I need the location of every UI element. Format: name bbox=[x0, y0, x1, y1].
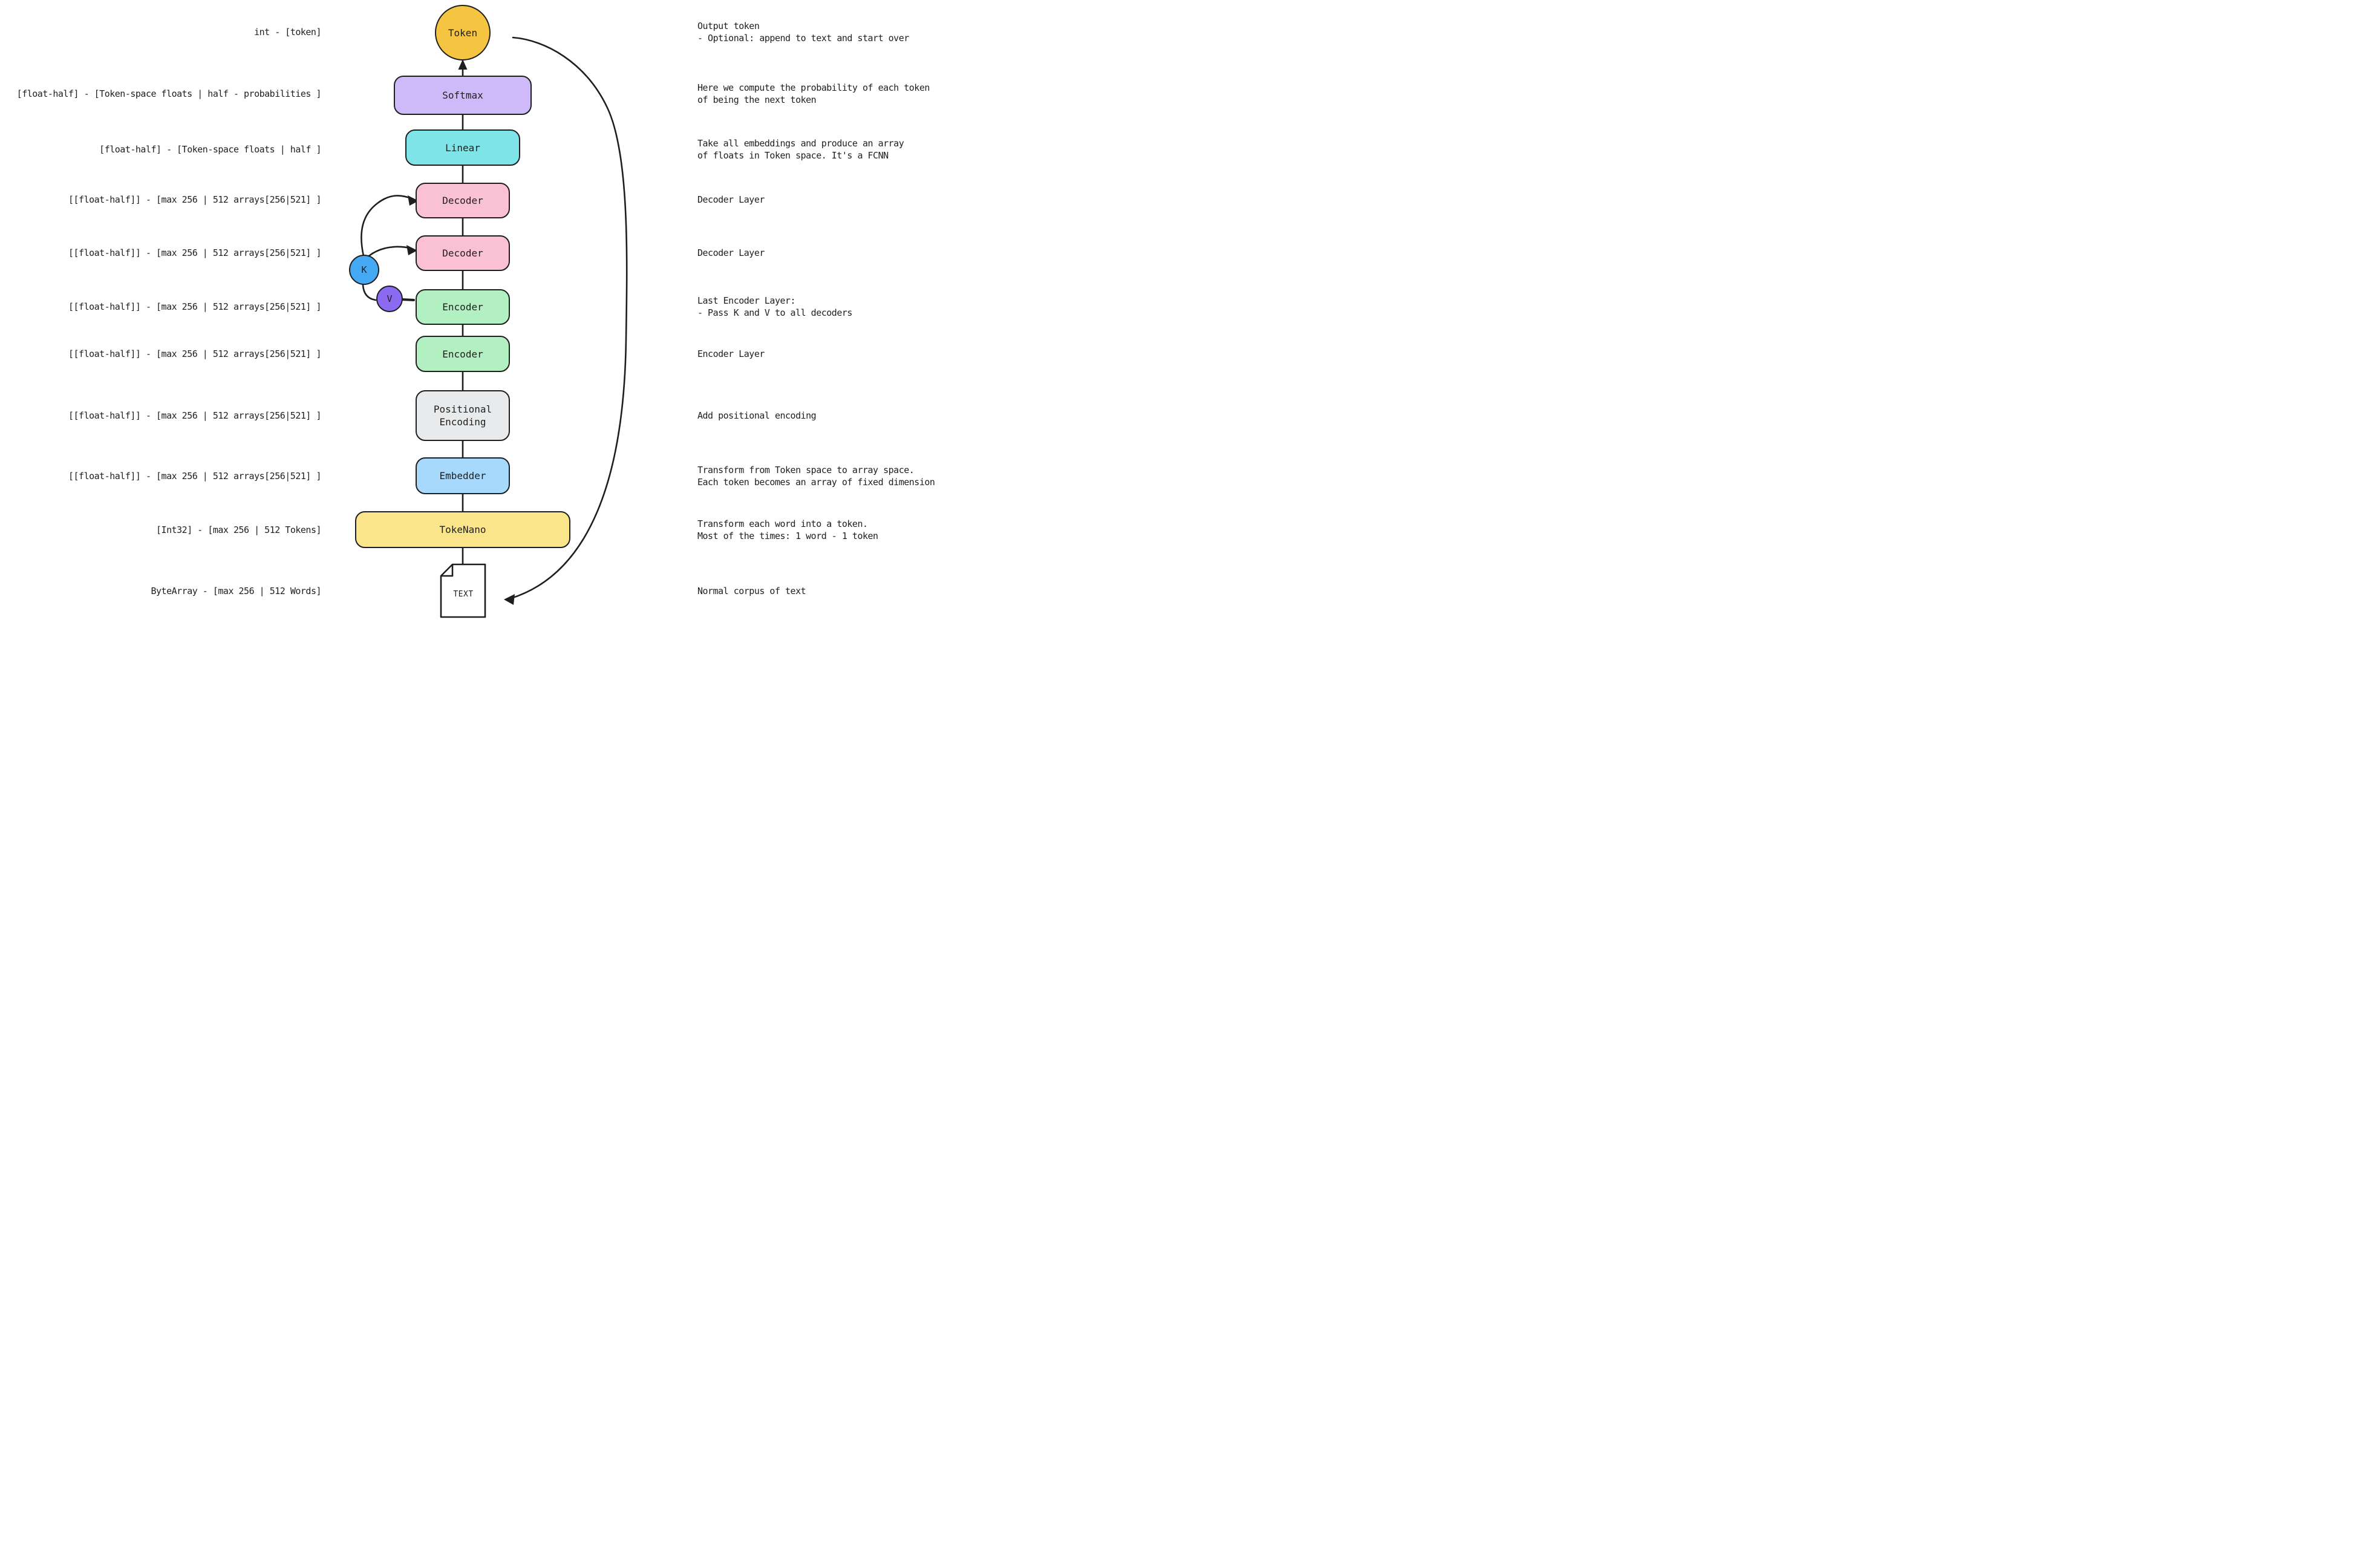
note-embedder: Transform from Token space to array spac… bbox=[697, 465, 935, 488]
linear-node: Linear bbox=[405, 129, 520, 166]
arrowhead-into-decoder2 bbox=[406, 245, 417, 255]
v-to-encoder-link bbox=[401, 298, 415, 301]
encoder-bottom-label: Encoder bbox=[442, 348, 483, 360]
left-label-posenc-out: [[float-half]] - [max 256 | 512 arrays[2… bbox=[68, 410, 322, 421]
left-label-encoder2-out: [[float-half]] - [max 256 | 512 arrays[2… bbox=[68, 348, 322, 359]
encoder-node-bottom: Encoder bbox=[416, 336, 510, 372]
v-node: V bbox=[376, 286, 403, 312]
note-output-token: Output token - Optional: append to text … bbox=[697, 21, 909, 44]
encoder-top-label: Encoder bbox=[442, 301, 483, 313]
encoder-node-top: Encoder bbox=[416, 289, 510, 325]
softmax-label: Softmax bbox=[442, 90, 483, 101]
arrowhead-into-text bbox=[504, 594, 515, 605]
note-decoder-top: Decoder Layer bbox=[697, 194, 765, 205]
text-document-label: TEXT bbox=[453, 590, 474, 599]
left-label-linear-out: [float-half] - [Token-space floats | hal… bbox=[99, 144, 321, 155]
note-text-corpus: Normal corpus of text bbox=[697, 586, 806, 596]
softmax-node: Softmax bbox=[394, 76, 532, 115]
k-to-decoder1-arrow bbox=[361, 195, 414, 257]
note-last-encoder: Last Encoder Layer: - Pass K and V to al… bbox=[697, 295, 852, 318]
left-label-softmax-out: [float-half] - [Token-space floats | hal… bbox=[16, 88, 322, 99]
k-label: K bbox=[361, 264, 367, 275]
arrowhead-into-decoder1 bbox=[408, 195, 419, 206]
left-label-embedder-out: [[float-half]] - [max 256 | 512 arrays[2… bbox=[68, 471, 322, 482]
transformer-architecture-diagram: Token Softmax Linear Decoder Decoder Enc… bbox=[0, 0, 936, 623]
note-positional-encoding: Add positional encoding bbox=[697, 410, 817, 421]
note-linear: Take all embeddings and produce an array… bbox=[697, 138, 904, 161]
left-label-encoder1-out: [[float-half]] - [max 256 | 512 arrays[2… bbox=[68, 301, 322, 312]
decoder-node-bottom: Decoder bbox=[416, 235, 510, 271]
note-encoder: Encoder Layer bbox=[697, 348, 765, 359]
decoder-bottom-label: Decoder bbox=[442, 247, 483, 259]
tokenano-node: TokeNano bbox=[355, 511, 570, 548]
token-node: Token bbox=[435, 5, 491, 60]
left-label-token-int: int - [token] bbox=[254, 27, 321, 38]
left-label-text-bytes: ByteArray - [max 256 | 512 Words] bbox=[151, 586, 321, 596]
left-label-decoder1-out: [[float-half]] - [max 256 | 512 arrays[2… bbox=[68, 194, 322, 205]
k-to-decoder2-arrow bbox=[368, 246, 413, 257]
decoder-top-label: Decoder bbox=[442, 195, 483, 206]
positional-encoding-node: Positional Encoding bbox=[416, 390, 510, 441]
flow-connectors bbox=[361, 36, 628, 605]
text-document-node: TEXT bbox=[440, 563, 487, 619]
k-node: K bbox=[349, 255, 379, 285]
linear-label: Linear bbox=[445, 142, 480, 154]
document-icon bbox=[440, 563, 486, 618]
positional-encoding-label: Positional Encoding bbox=[433, 403, 492, 428]
note-tokenano: Transform each word into a token. Most o… bbox=[697, 518, 878, 541]
arrowhead-into-token bbox=[458, 59, 468, 70]
note-decoder-bottom: Decoder Layer bbox=[697, 247, 765, 258]
token-label: Token bbox=[448, 27, 478, 39]
note-softmax: Here we compute the probability of each … bbox=[697, 82, 930, 105]
left-label-tokenano-out: [Int32] - [max 256 | 512 Tokens] bbox=[156, 524, 321, 535]
loopback-curve bbox=[510, 36, 628, 599]
embedder-node: Embedder bbox=[416, 457, 510, 494]
embedder-label: Embedder bbox=[439, 470, 486, 482]
tokenano-label: TokeNano bbox=[439, 524, 486, 535]
v-label: V bbox=[387, 293, 393, 304]
k-v-link bbox=[362, 284, 377, 301]
decoder-node-top: Decoder bbox=[416, 183, 510, 218]
left-label-decoder2-out: [[float-half]] - [max 256 | 512 arrays[2… bbox=[68, 247, 322, 258]
